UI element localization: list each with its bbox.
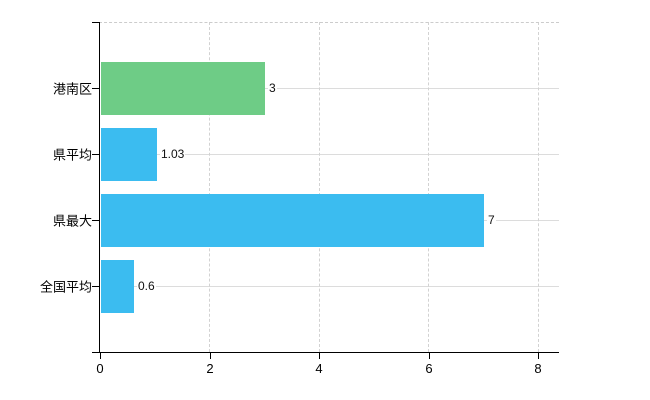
bar	[101, 259, 134, 313]
category-label: 港南区	[52, 81, 92, 97]
x-axis-tick	[538, 353, 539, 359]
x-axis-tick	[100, 353, 101, 359]
plot-top-border	[99, 22, 559, 23]
bar	[101, 61, 265, 115]
y-axis-tick	[92, 352, 100, 353]
y-axis	[99, 22, 100, 353]
value-label: 1.03	[160, 147, 186, 161]
x-tick-label: 8	[534, 361, 542, 376]
x-tick-label: 6	[425, 361, 433, 376]
value-label: 0.6	[137, 279, 156, 293]
gridline-horizontal	[101, 88, 559, 89]
gridline-vertical	[209, 22, 210, 352]
y-axis-tick	[92, 22, 100, 23]
x-tick-label: 4	[315, 361, 323, 376]
category-label: 県最大	[52, 213, 92, 229]
gridline-horizontal	[101, 154, 559, 155]
x-axis	[99, 352, 559, 353]
gridline-horizontal	[101, 286, 559, 287]
gridline-vertical	[537, 22, 539, 352]
x-axis-tick	[429, 353, 430, 359]
category-label: 全国平均	[39, 279, 92, 295]
bar	[101, 127, 157, 181]
value-label: 3	[268, 81, 277, 95]
y-axis-tick	[92, 286, 100, 287]
x-axis-tick	[210, 353, 211, 359]
bar	[101, 193, 484, 247]
y-axis-tick	[92, 88, 100, 89]
category-label: 県平均	[52, 147, 92, 163]
gridline-vertical	[318, 22, 320, 352]
gridline-vertical	[428, 22, 429, 352]
value-label: 7	[487, 213, 496, 227]
x-tick-label: 0	[96, 361, 104, 376]
x-axis-tick	[319, 353, 320, 359]
y-axis-tick	[92, 154, 100, 155]
x-tick-label: 2	[206, 361, 214, 376]
y-axis-tick	[92, 220, 100, 221]
